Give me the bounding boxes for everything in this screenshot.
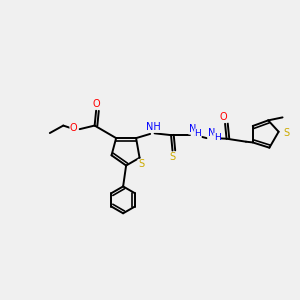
Text: S: S [138,159,144,169]
Text: O: O [92,99,100,109]
Text: N: N [208,128,215,138]
Text: S: S [283,128,289,138]
Text: NH: NH [146,122,160,132]
Text: S: S [169,152,175,162]
Text: H: H [194,129,201,138]
Text: H: H [214,133,220,142]
Text: O: O [70,123,77,133]
Text: N: N [189,124,196,134]
Text: O: O [220,112,227,122]
